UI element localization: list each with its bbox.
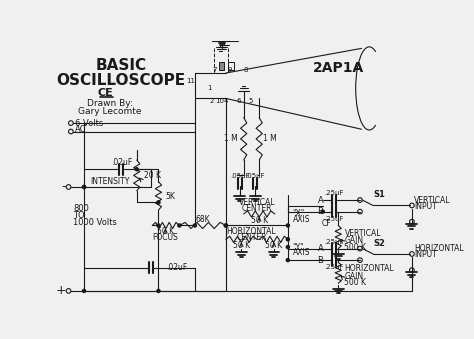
Text: 500 K: 500 K (345, 242, 366, 252)
Text: 20 K: 20 K (144, 171, 161, 180)
Circle shape (286, 224, 290, 227)
Text: 1 M: 1 M (263, 134, 277, 143)
Text: 500 K: 500 K (345, 278, 366, 287)
Text: INPUT: INPUT (414, 202, 437, 211)
Text: 11: 11 (187, 79, 196, 84)
Text: INPUT: INPUT (414, 250, 437, 259)
Text: S1: S1 (373, 190, 385, 199)
Text: 50 K: 50 K (265, 241, 282, 250)
Text: CENTER: CENTER (236, 233, 267, 242)
Text: 2: 2 (210, 98, 214, 104)
Text: "Y": "Y" (292, 242, 304, 252)
Circle shape (286, 259, 290, 262)
Text: .25uF: .25uF (325, 190, 344, 196)
Circle shape (224, 224, 228, 227)
Text: 6: 6 (237, 98, 241, 104)
Text: B: B (318, 256, 323, 265)
Text: CENTER: CENTER (242, 204, 272, 213)
Circle shape (286, 245, 290, 248)
Text: CF: CF (322, 219, 331, 228)
Text: HORIZONTAL: HORIZONTAL (227, 227, 276, 236)
Text: 6 Volts: 6 Volts (75, 119, 103, 127)
Text: 1: 1 (207, 85, 212, 92)
Text: 7: 7 (212, 67, 217, 73)
Text: "X": "X" (292, 210, 305, 218)
Circle shape (157, 224, 160, 227)
Text: 50 K: 50 K (251, 216, 268, 225)
Text: HORIZONTAL: HORIZONTAL (414, 244, 464, 253)
Text: .02uF: .02uF (110, 158, 132, 167)
Text: VERTICAL: VERTICAL (414, 196, 451, 204)
Text: +: + (55, 284, 66, 297)
Text: 9: 9 (228, 67, 232, 73)
Text: 4: 4 (224, 98, 228, 104)
Text: .25uF: .25uF (325, 216, 344, 222)
Circle shape (321, 210, 324, 213)
Text: Drawn By:: Drawn By: (87, 99, 133, 108)
Circle shape (82, 185, 86, 188)
Circle shape (135, 168, 138, 171)
Text: FOCUS: FOCUS (153, 233, 178, 242)
Circle shape (193, 224, 196, 227)
Text: A: A (318, 244, 323, 253)
Text: TO: TO (73, 211, 85, 220)
Text: .25uF: .25uF (325, 239, 344, 245)
Text: 2AP1A: 2AP1A (313, 61, 364, 75)
Text: INTENSITY: INTENSITY (90, 177, 129, 186)
Text: AC: AC (75, 125, 86, 134)
Text: A: A (318, 196, 323, 204)
Text: 10: 10 (215, 98, 224, 104)
Text: 1000 Volts: 1000 Volts (73, 218, 117, 227)
Text: -: - (62, 180, 66, 194)
Text: GAIN: GAIN (345, 236, 364, 245)
Text: CE: CE (98, 88, 114, 98)
Bar (228, 62, 235, 70)
Text: .02uF: .02uF (166, 263, 187, 272)
Text: .25uF: .25uF (325, 264, 344, 270)
Text: BASIC
OSCILLOSCOPE: BASIC OSCILLOSCOPE (57, 58, 186, 87)
Text: 1 M: 1 M (224, 134, 237, 143)
Text: AXIS: AXIS (292, 248, 310, 257)
Circle shape (82, 290, 86, 293)
Text: VERTICAL: VERTICAL (345, 229, 381, 238)
Circle shape (157, 290, 160, 293)
Text: AXIS: AXIS (292, 215, 310, 224)
Text: 68K: 68K (195, 215, 210, 224)
Text: .05uF: .05uF (230, 173, 250, 179)
Text: B: B (318, 207, 323, 216)
Circle shape (224, 224, 228, 227)
Text: 50 K: 50 K (157, 227, 174, 236)
Text: .05uF: .05uF (246, 173, 265, 179)
Text: 8: 8 (243, 67, 247, 73)
Text: VERTICAL: VERTICAL (238, 198, 275, 207)
Circle shape (157, 201, 160, 204)
Text: GAIN: GAIN (345, 272, 364, 281)
Text: 5: 5 (248, 98, 253, 104)
Text: S2: S2 (373, 239, 385, 248)
Text: 800: 800 (73, 204, 89, 213)
Bar (219, 62, 224, 70)
Circle shape (82, 185, 86, 188)
Text: 5K: 5K (165, 192, 175, 201)
Text: Gary Lecomte: Gary Lecomte (78, 107, 141, 116)
Circle shape (286, 238, 290, 241)
Text: HORIZONTAL: HORIZONTAL (345, 264, 394, 274)
Text: 50 K: 50 K (233, 241, 250, 250)
Circle shape (178, 224, 181, 227)
